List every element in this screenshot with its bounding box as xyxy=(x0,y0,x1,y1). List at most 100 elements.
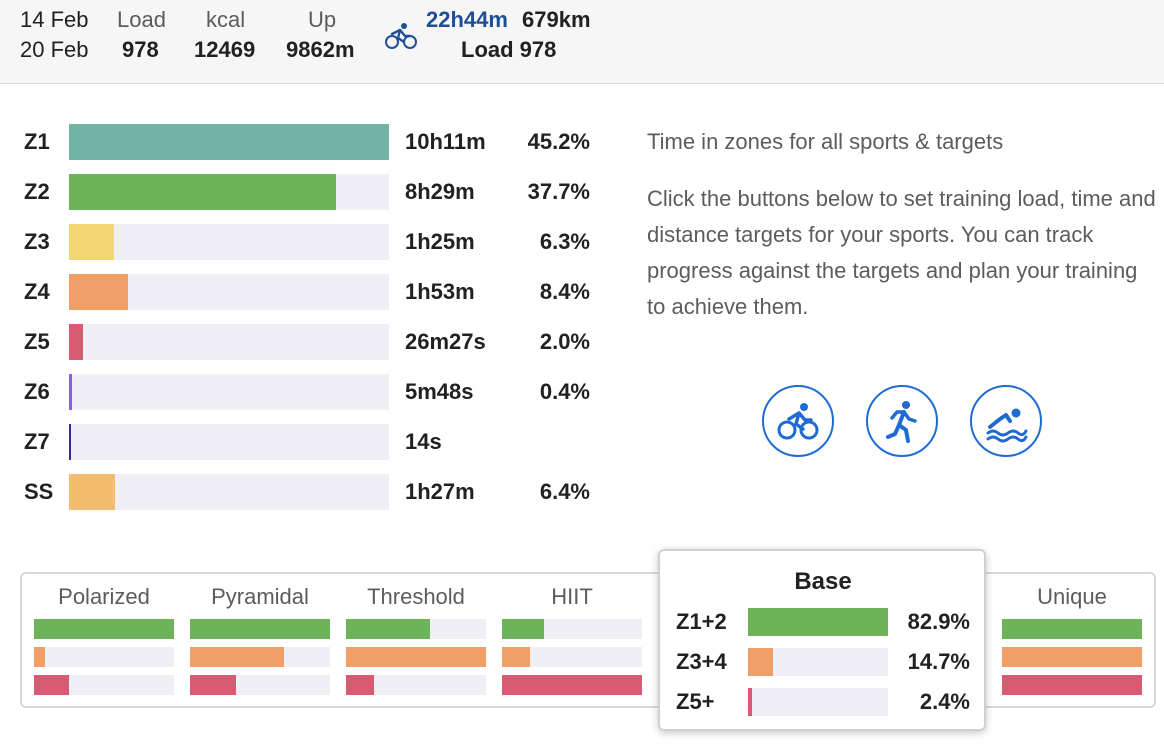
popup-row-label: Z3+4 xyxy=(676,649,727,674)
distribution-bar-low xyxy=(34,619,174,639)
popup-row-percent: 2.4% xyxy=(919,689,970,714)
run-target-button[interactable] xyxy=(866,385,938,457)
swim-icon xyxy=(986,408,1028,443)
popup-row-label: Z1+2 xyxy=(676,609,727,634)
popup-bar-track xyxy=(748,688,888,716)
zone-bar-fill xyxy=(69,474,115,510)
zone-bar-track xyxy=(69,324,389,360)
zone-time: 5m48s xyxy=(405,379,474,404)
popup-title: Base xyxy=(794,568,852,595)
popup-bar-fill xyxy=(748,608,888,636)
kcal-value: 12469 xyxy=(194,37,256,62)
distribution-threshold[interactable]: Threshold xyxy=(346,574,486,710)
date-start: 14 Feb xyxy=(20,7,89,32)
zone-label: Z1 xyxy=(24,129,50,154)
distribution-bar-fill xyxy=(190,619,330,639)
distribution-bar-fill xyxy=(346,647,486,667)
distribution-bar-mid xyxy=(502,647,642,667)
zone-bar-fill xyxy=(69,124,389,160)
distribution-bar-high xyxy=(190,675,330,695)
popup-bar-track xyxy=(748,608,888,636)
distribution-bar-fill xyxy=(190,675,236,695)
zone-percent: 8.4% xyxy=(539,279,590,304)
info-description: Click the buttons below to set training … xyxy=(647,186,1156,319)
zone-percent: 45.2% xyxy=(527,129,590,154)
distribution-bar-high xyxy=(1002,675,1142,695)
zone-time: 1h27m xyxy=(405,479,475,504)
zone-bar-fill xyxy=(69,424,71,460)
zone-bar-track xyxy=(69,274,389,310)
distribution-bar-fill xyxy=(346,675,374,695)
zone-row-z5: Z5 26m27s 2.0% xyxy=(0,324,620,360)
ride-target-button[interactable] xyxy=(762,385,834,457)
distribution-hiit[interactable]: HIIT xyxy=(502,574,642,710)
distribution-bar-high xyxy=(346,675,486,695)
zone-row-ss: SS 1h27m 6.4% xyxy=(0,474,620,510)
popup-row-percent: 14.7% xyxy=(907,649,970,674)
up-label: Up xyxy=(308,7,337,32)
distribution-bar-mid xyxy=(1002,647,1142,667)
zone-row-z2: Z2 8h29m 37.7% xyxy=(0,174,620,210)
zone-percent: 2.0% xyxy=(539,329,590,354)
base-distribution-popup[interactable]: Base Z1+2 82.9% Z3+4 14.7% Z5+ 2.4% xyxy=(658,549,986,731)
distribution-bar-low xyxy=(502,619,642,639)
popup-bar-track xyxy=(748,648,888,676)
zone-bar-track xyxy=(69,174,389,210)
zone-label: Z2 xyxy=(24,179,50,204)
distribution-bar-fill xyxy=(190,647,284,667)
distribution-bar-fill xyxy=(502,647,530,667)
zone-time: 8h29m xyxy=(405,179,475,204)
zone-label: Z3 xyxy=(24,229,50,254)
ride-distance: 679km xyxy=(522,7,591,32)
zone-bar-track xyxy=(69,124,389,160)
zone-bar-track xyxy=(69,424,389,460)
zone-bar-fill xyxy=(69,324,83,360)
distribution-bar-low xyxy=(346,619,486,639)
run-icon xyxy=(886,401,917,443)
up-value: 9862m xyxy=(286,37,355,62)
zone-label: Z5 xyxy=(24,329,50,354)
zone-bar-fill xyxy=(69,274,128,310)
ride-load: Load 978 xyxy=(461,37,557,62)
popup-bar-fill xyxy=(748,648,773,676)
distribution-bar-fill xyxy=(502,619,544,639)
distribution-unique[interactable]: Unique xyxy=(1002,574,1142,710)
bike-icon xyxy=(385,23,417,49)
distribution-bar-fill xyxy=(1002,619,1142,639)
zone-row-z3: Z3 1h25m 6.3% xyxy=(0,224,620,260)
swim-target-button[interactable] xyxy=(970,385,1042,457)
zone-bar-track xyxy=(69,474,389,510)
distribution-bar-low xyxy=(1002,619,1142,639)
distribution-pyramidal[interactable]: Pyramidal xyxy=(190,574,330,710)
distribution-bar-high xyxy=(502,675,642,695)
popup-bar-fill xyxy=(748,688,752,716)
zone-row-z6: Z6 5m48s 0.4% xyxy=(0,374,620,410)
distribution-bar-high xyxy=(34,675,174,695)
training-distribution-panel: Polarized Pyramidal Threshold HIIT Uniqu… xyxy=(20,572,1156,708)
zone-percent: 6.3% xyxy=(539,229,590,254)
zone-row-z4: Z4 1h53m 8.4% xyxy=(0,274,620,310)
load-value: 978 xyxy=(122,37,159,62)
distribution-polarized[interactable]: Polarized xyxy=(34,574,174,710)
distribution-name: HIIT xyxy=(551,584,593,609)
zone-time: 1h25m xyxy=(405,229,475,254)
zone-bar-fill xyxy=(69,374,72,410)
distribution-bar-fill xyxy=(1002,647,1142,667)
distribution-name: Threshold xyxy=(367,584,465,609)
popup-row-label: Z5+ xyxy=(676,689,715,714)
info-title: Time in zones for all sports & targets xyxy=(647,129,1004,154)
bike-icon xyxy=(777,403,819,440)
distribution-bar-fill xyxy=(34,647,45,667)
distribution-bar-fill xyxy=(34,675,69,695)
ride-time: 22h44m xyxy=(426,7,508,32)
distribution-bar-fill xyxy=(1002,675,1142,695)
zone-time: 10h11m xyxy=(405,129,486,154)
zone-bar-fill xyxy=(69,224,114,260)
zone-row-z7: Z7 14s xyxy=(0,424,620,460)
zone-bar-fill xyxy=(69,174,336,210)
distribution-bar-fill xyxy=(346,619,430,639)
zone-label: Z6 xyxy=(24,379,50,404)
zone-bar-track xyxy=(69,224,389,260)
distribution-name: Pyramidal xyxy=(211,584,309,609)
distribution-bar-mid xyxy=(346,647,486,667)
